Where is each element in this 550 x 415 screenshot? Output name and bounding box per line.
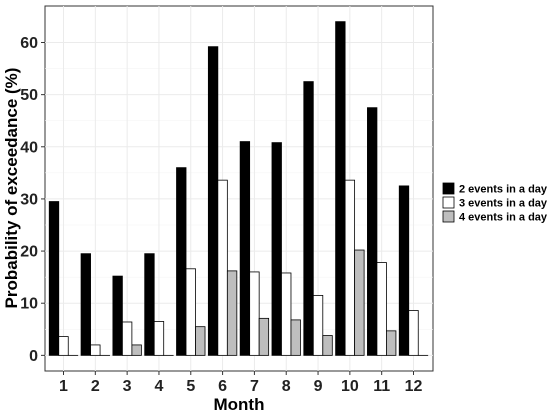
y-tick-label: 40 xyxy=(20,139,38,156)
y-tick-label: 20 xyxy=(20,244,38,261)
bar-month-7-series-2 xyxy=(249,271,260,356)
x-axis-ticks: 1 2 3 4 5 6 7 8 9 10 11 12 xyxy=(59,371,423,395)
bar-group xyxy=(48,21,429,356)
bar-month-1-series-2 xyxy=(58,336,69,356)
x-tick-label: 12 xyxy=(405,378,423,395)
bar-month-7-series-1 xyxy=(239,141,251,356)
bar-month-10-series-2 xyxy=(344,179,356,356)
x-tick-label: 1 xyxy=(59,378,68,395)
bar-month-9-series-2 xyxy=(312,294,324,356)
x-axis-title: Month xyxy=(214,395,265,414)
bar-month-10-series-1 xyxy=(335,21,346,356)
x-tick-label: 2 xyxy=(91,378,100,395)
legend-label-1: 2 events in a day xyxy=(459,184,548,196)
legend-key-2 xyxy=(442,196,455,209)
bar-month-6-series-1 xyxy=(207,46,219,356)
bar-month-1-series-1 xyxy=(48,201,60,356)
bar-month-9-series-3 xyxy=(322,335,333,356)
x-tick-label: 6 xyxy=(218,378,227,395)
y-tick-label: 0 xyxy=(29,348,38,365)
bar-month-5-series-1 xyxy=(176,167,187,356)
y-tick-label: 10 xyxy=(20,296,38,313)
bar-month-4-series-1 xyxy=(144,253,155,356)
bar-month-2-series-1 xyxy=(80,253,91,356)
bar-month-8-series-2 xyxy=(281,272,292,356)
bar-month-6-series-2 xyxy=(217,179,228,356)
y-tick-label: 50 xyxy=(20,87,38,104)
x-tick-label: 10 xyxy=(341,378,359,395)
legend: 2 events in a day 3 events in a day 4 even… xyxy=(442,182,548,224)
bar-month-11-series-1 xyxy=(367,107,378,356)
bar-month-11-series-2 xyxy=(376,262,387,356)
legend-label-3: 4 events in a day xyxy=(459,212,548,224)
bar-month-12-series-1 xyxy=(398,185,410,356)
legend-key-1 xyxy=(442,182,455,195)
bar-month-3-series-1 xyxy=(112,275,123,356)
legend-key-3 xyxy=(442,210,455,223)
y-axis-title: Probability of exceedance (%) xyxy=(2,68,21,309)
bar-month-7-series-3 xyxy=(258,317,270,356)
x-tick-label: 7 xyxy=(250,378,259,395)
bar-month-10-series-3 xyxy=(354,249,365,356)
bar-month-11-series-3 xyxy=(386,330,397,356)
bar-month-3-series-3 xyxy=(131,344,142,356)
x-tick-label: 4 xyxy=(155,378,164,395)
bar-month-8-series-1 xyxy=(271,142,282,356)
bar-month-3-series-2 xyxy=(121,321,133,356)
x-tick-label: 11 xyxy=(373,378,390,395)
bar-month-9-series-1 xyxy=(303,81,314,356)
x-tick-label: 9 xyxy=(314,378,323,395)
x-tick-label: 3 xyxy=(123,378,132,395)
bar-month-6-series-3 xyxy=(226,270,238,356)
bar-month-2-series-2 xyxy=(90,344,101,356)
y-axis-ticks: 0 10 20 30 40 50 60 xyxy=(20,35,45,365)
bar-month-12-series-2 xyxy=(408,310,419,356)
bar-month-5-series-2 xyxy=(185,268,196,356)
bar-month-8-series-3 xyxy=(290,319,301,356)
bar-month-5-series-3 xyxy=(195,326,206,356)
legend-label-2: 3 events in a day xyxy=(459,198,548,210)
x-tick-label: 5 xyxy=(186,378,195,395)
y-tick-label: 30 xyxy=(20,191,38,208)
bar-month-4-series-2 xyxy=(153,321,165,356)
y-tick-label: 60 xyxy=(20,35,38,52)
x-tick-label: 8 xyxy=(282,378,291,395)
